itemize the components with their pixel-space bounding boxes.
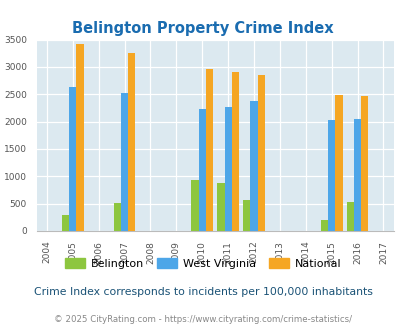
- Bar: [128, 53, 135, 231]
- Bar: [231, 72, 239, 231]
- Bar: [224, 107, 231, 231]
- Bar: [257, 75, 264, 231]
- Bar: [360, 96, 368, 231]
- Bar: [335, 95, 342, 231]
- Text: Crime Index corresponds to incidents per 100,000 inhabitants: Crime Index corresponds to incidents per…: [34, 287, 371, 297]
- Bar: [205, 69, 213, 231]
- Bar: [113, 203, 121, 231]
- Bar: [62, 215, 69, 231]
- Bar: [121, 93, 128, 231]
- Bar: [250, 101, 257, 231]
- Bar: [243, 200, 250, 231]
- Bar: [353, 119, 360, 231]
- Bar: [69, 87, 76, 231]
- Bar: [198, 109, 205, 231]
- Text: © 2025 CityRating.com - https://www.cityrating.com/crime-statistics/: © 2025 CityRating.com - https://www.city…: [54, 315, 351, 324]
- Bar: [217, 183, 224, 231]
- Legend: Belington, West Virginia, National: Belington, West Virginia, National: [60, 253, 345, 273]
- Bar: [346, 202, 353, 231]
- Text: Belington Property Crime Index: Belington Property Crime Index: [72, 21, 333, 36]
- Bar: [76, 44, 83, 231]
- Bar: [191, 180, 198, 231]
- Bar: [320, 219, 327, 231]
- Bar: [327, 120, 335, 231]
